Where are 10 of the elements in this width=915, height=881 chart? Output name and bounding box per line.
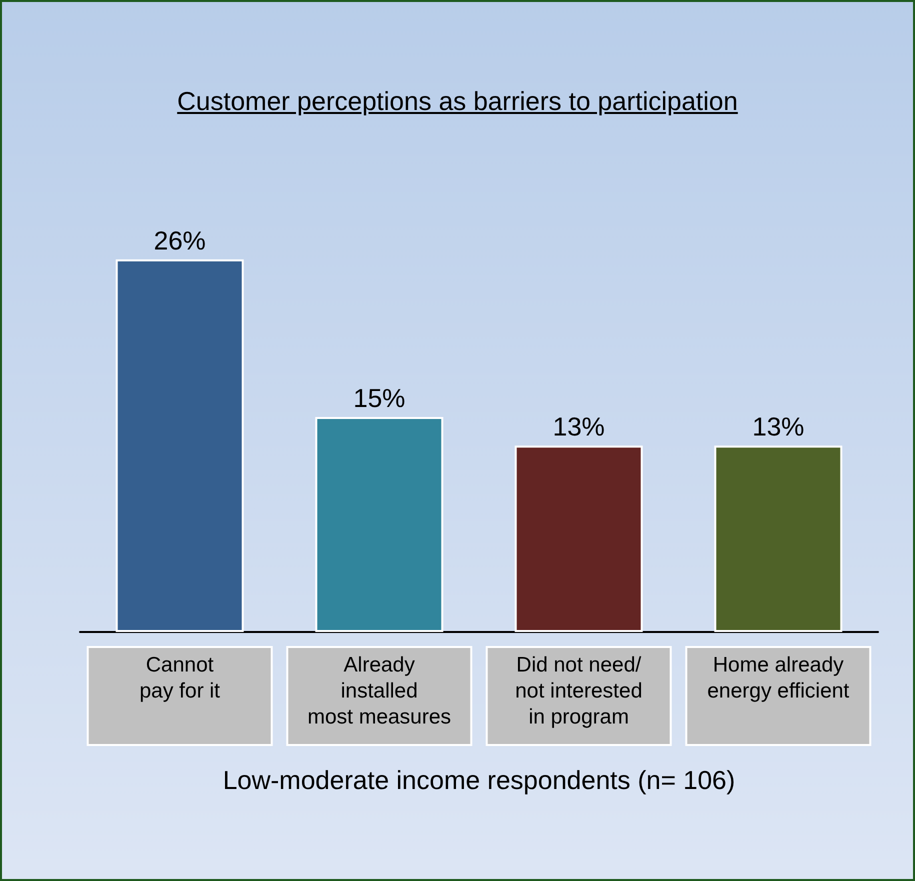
- data-label: 13%: [552, 412, 605, 442]
- x-tick-label: Did not need/ not interested in program: [515, 654, 642, 728]
- x-tick-label: Already installed most measures: [307, 654, 452, 728]
- data-label: 15%: [353, 383, 406, 413]
- data-label: 26%: [154, 225, 206, 256]
- x-tick-label: Cannot pay for it: [139, 654, 220, 702]
- x-axis-title: Low-moderate income respondents (n= 106): [222, 765, 736, 795]
- data-label: 13%: [752, 412, 804, 442]
- x-tick-label: Home already energy efficient: [707, 654, 850, 702]
- chart-title: Customer perceptions as barriers to participation: [176, 86, 739, 117]
